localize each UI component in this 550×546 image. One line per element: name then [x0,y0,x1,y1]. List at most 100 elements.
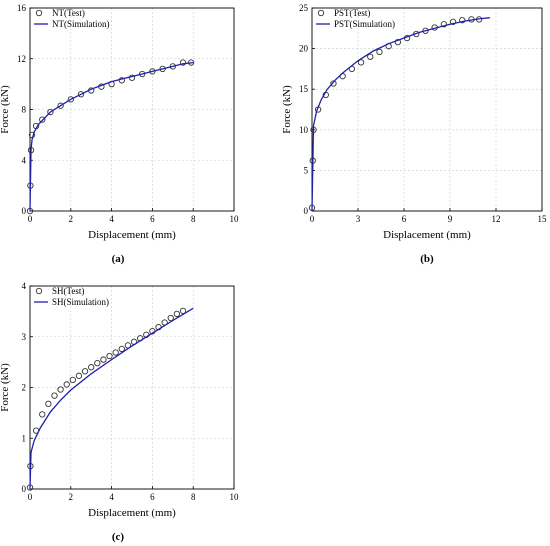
test-point [459,17,466,24]
x-tick-label: 0 [310,214,315,224]
legend-entry: SH(Test) [52,286,84,296]
y-tick-label: 0 [22,206,27,216]
x-axis-label: Displacement (mm) [383,229,471,241]
test-point [67,96,74,103]
legend: PST(Test)PST(Simulation) [316,8,395,29]
series-test [26,307,187,491]
test-point [167,314,174,322]
test-point [57,386,64,393]
test-point [69,376,76,384]
x-tick-label: 8 [191,214,196,224]
series-simulation [29,61,194,212]
x-tick-label: 6 [402,214,407,224]
y-tick-label: 15 [299,84,309,94]
test-point [118,345,125,353]
x-tick-label: 2 [69,492,74,502]
test-point [357,59,365,66]
x-tick-label: 4 [109,214,114,224]
x-tick-label: 0 [28,492,33,502]
series-simulation [29,307,194,490]
x-tick-label: 15 [538,214,548,224]
y-axis-label: Force (kN) [0,85,11,134]
test-point [330,80,337,87]
panel-label: (b) [420,253,434,265]
test-point [100,356,107,363]
x-tick-label: 4 [109,492,114,502]
legend-entry: NT(Test) [52,8,85,18]
series-simulation [311,17,490,212]
panel-label: (c) [112,531,125,543]
test-point [449,18,457,25]
x-tick-label: 6 [150,214,155,224]
test-point [112,349,119,356]
x-axis-label: Displacement (mm) [88,229,176,241]
y-tick-label: 25 [299,3,309,13]
test-point [394,38,402,46]
legend: SH(Test)SH(Simulation) [34,286,109,307]
y-tick-label: 4 [22,155,27,165]
simulation-line [311,17,490,212]
chart-panel-c: 0 2 4 6 8 10 0 1 2 3 4 Displacement (mm) Force (kN) (… [0,281,239,543]
x-tick-label: 0 [28,214,33,224]
legend-entry: PST(Test) [334,8,370,18]
chart-panel-a: 0 2 4 6 8 10 0 4 8 12 16 Displacement (mm) Force (kN… [0,3,239,265]
test-point [45,400,52,407]
x-tick-label: 3 [356,214,361,224]
test-point [75,372,83,379]
y-tick-label: 12 [17,54,26,64]
test-point [106,352,113,360]
test-point [422,27,429,34]
test-point [179,307,187,315]
test-point [63,381,70,388]
x-tick-label: 10 [230,214,240,224]
test-point [77,91,85,98]
legend: NT(Test)NT(Simulation) [34,8,110,29]
x-tick-label: 8 [191,492,196,502]
y-tick-label: 0 [22,484,27,494]
simulation-line [29,61,194,212]
legend-marker-circle [35,9,43,17]
test-point [88,364,95,371]
series-test [308,16,483,211]
test-point [376,48,383,55]
y-axis-label: Force (kN) [0,363,11,412]
test-point [81,368,89,375]
test-point [39,411,46,418]
y-tick-label: 8 [22,105,27,115]
y-tick-label: 2 [22,383,27,393]
x-tick-label: 6 [150,492,155,502]
y-tick-label: 20 [299,44,309,54]
test-point [39,116,46,123]
y-tick-label: 0 [304,206,309,216]
y-axis-label: Force (kN) [281,85,293,134]
legend-marker-circle [35,287,43,295]
y-tick-label: 3 [22,332,27,342]
x-tick-label: 9 [448,214,453,224]
test-point [94,359,101,367]
x-tick-label: 10 [230,492,240,502]
test-point [440,21,448,28]
y-tick-label: 1 [22,433,27,443]
x-tick-label: 2 [69,214,74,224]
test-point [47,108,54,116]
test-point [51,392,58,399]
legend-entry: SH(Simulation) [52,297,109,307]
legend-marker-circle [317,9,325,17]
series-test [26,59,195,215]
y-tick-label: 10 [299,125,309,135]
test-point [367,53,374,60]
test-point [173,310,181,318]
test-point [57,102,64,109]
test-point [179,59,187,66]
plot-frame [311,7,543,212]
x-tick-label: 12 [492,214,501,224]
simulation-line [29,307,194,490]
y-tick-label: 16 [17,3,27,13]
y-tick-label: 5 [304,165,309,175]
panel-label: (a) [112,253,125,265]
legend-entry: PST(Simulation) [334,19,395,29]
y-tick-label: 4 [22,281,27,291]
chart-panel-b: 0 3 6 9 12 15 0 5 10 15 20 25 Displacement (mm) Force… [281,3,547,265]
x-axis-label: Displacement (mm) [88,507,176,519]
